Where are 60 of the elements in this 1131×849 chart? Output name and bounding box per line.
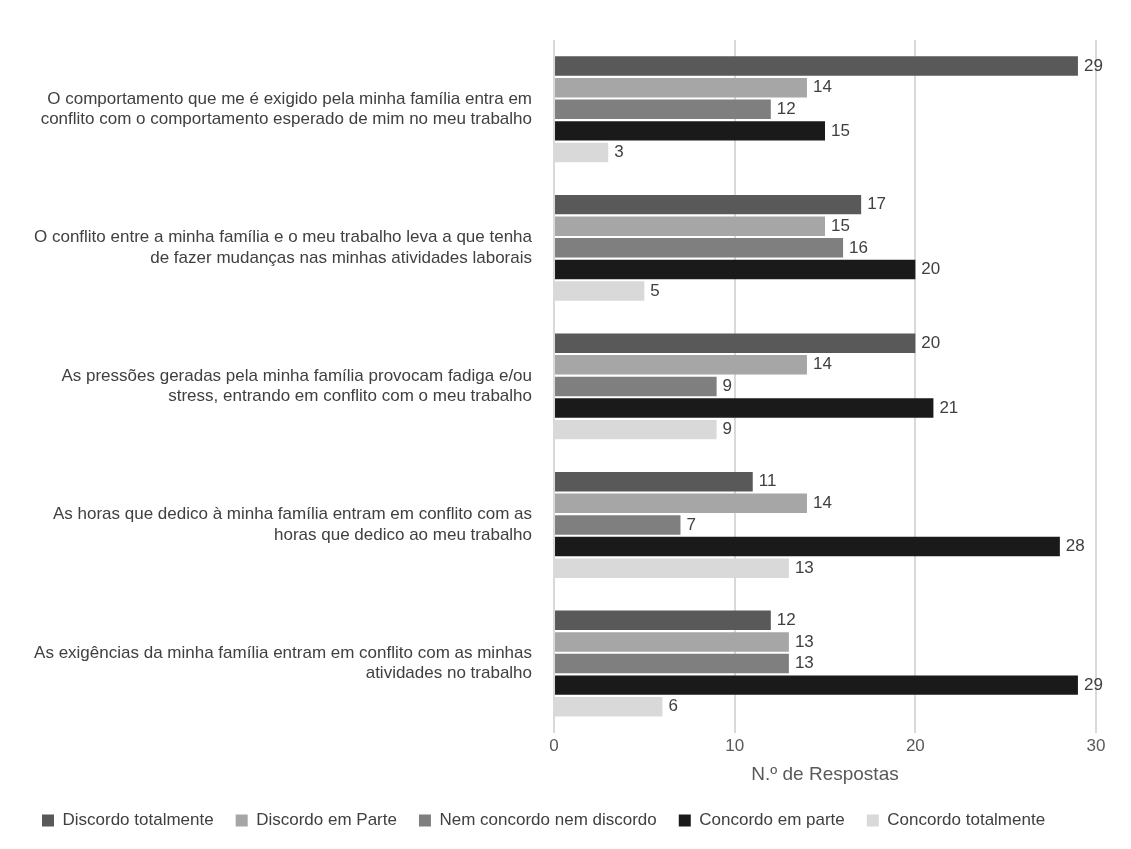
data-label: 13 — [794, 653, 814, 673]
data-label: 12 — [776, 98, 796, 118]
data-label: 9 — [722, 376, 733, 396]
bar — [555, 121, 826, 141]
legend-label: Nem concordo nem discordo — [439, 810, 657, 830]
bar — [555, 259, 916, 280]
data-label: 6 — [668, 696, 678, 716]
x-tick-label: 30 — [1086, 735, 1106, 755]
data-label: 20 — [921, 332, 941, 352]
bar — [555, 194, 862, 215]
x-tick-label: 0 — [549, 735, 559, 755]
legend-label: Concordo totalmente — [887, 810, 1046, 830]
bar — [555, 56, 1078, 76]
data-label: 3 — [614, 142, 624, 162]
legend-label: Concordo em parte — [699, 810, 845, 830]
bar — [555, 632, 789, 652]
data-label: 29 — [1083, 55, 1103, 75]
x-axis-title: N.º de Respostas — [751, 762, 899, 784]
bar — [555, 216, 826, 236]
data-label: 13 — [794, 631, 814, 651]
data-label: 9 — [722, 419, 733, 439]
data-label: 13 — [794, 557, 814, 577]
bar — [555, 398, 934, 418]
bar — [555, 653, 789, 674]
bar — [555, 493, 807, 514]
data-label: 12 — [776, 609, 796, 629]
bar — [555, 610, 771, 631]
y-tick-label: O conflito entre a minha família e o meu trabalho leva a que tenha de fazer mudanças nas minhas atividades laborais — [33, 227, 533, 267]
y-tick-label: As pressões geradas pela minha família provocam fadiga e/ou stress, entrando em conflito com o meu trabalho — [61, 365, 533, 406]
bar — [555, 376, 717, 397]
bar — [555, 99, 771, 120]
y-tick-label: As horas que dedico à minha família entram em conflito com as horas que dedico ao meu trabalho — [52, 504, 533, 544]
data-label: 21 — [939, 397, 959, 417]
bar — [555, 77, 807, 98]
data-label: 20 — [921, 259, 941, 279]
bar — [555, 515, 681, 535]
data-label: 29 — [1083, 674, 1103, 694]
bar — [555, 536, 1060, 557]
bar — [555, 472, 753, 492]
data-label: 28 — [1065, 536, 1085, 556]
data-label: 16 — [849, 237, 868, 257]
bar — [555, 238, 844, 258]
y-tick-label: As exigências da minha família entram em conflito com as minhas atividades no trabalho — [34, 643, 533, 683]
bar — [555, 333, 916, 353]
bar — [555, 355, 807, 375]
y-tick-label: O comportamento que me é exigido pela minha família entra em conflito com o comportamento esperado de mim no meu trabalho — [40, 88, 533, 129]
legend-label: Discordo totalmente — [62, 810, 214, 830]
data-label: 7 — [686, 514, 696, 534]
x-tick-label: 10 — [725, 735, 745, 755]
bar — [555, 675, 1078, 695]
data-label: 11 — [758, 471, 777, 491]
data-label: 17 — [867, 194, 887, 214]
data-label: 15 — [831, 120, 850, 140]
legend-label: Discordo em Parte — [256, 810, 397, 830]
data-label: 14 — [812, 354, 832, 374]
data-label: 5 — [650, 280, 660, 300]
x-tick-label: 20 — [905, 735, 925, 755]
data-label: 15 — [831, 215, 850, 235]
data-label: 14 — [812, 77, 832, 97]
data-label: 14 — [812, 493, 832, 513]
